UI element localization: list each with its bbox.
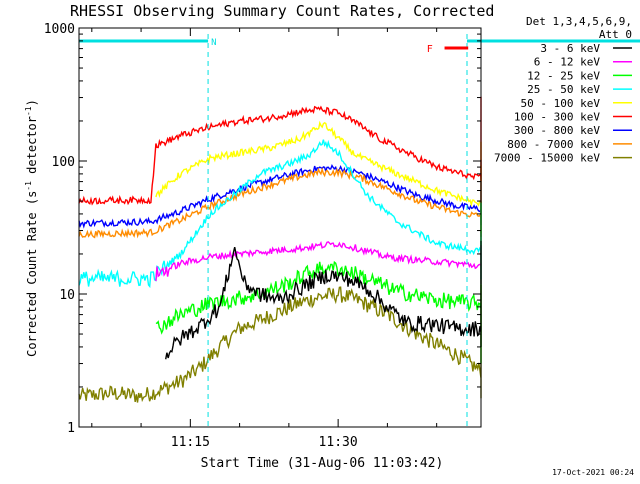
y-axis-label-middle: detector (25, 116, 39, 181)
axis-ticks: 11:15 11:30 1 10 100 1000 (44, 22, 481, 450)
annotation-layer: NF (79, 34, 640, 427)
legend-label-3-6-kev: 3 - 6 keV (540, 42, 600, 55)
x-axis-label: Start Time (31-Aug-06 11:03:42) (201, 456, 444, 471)
legend-label-300-800-kev: 300 - 800 keV (514, 124, 600, 137)
plot-frame (78, 27, 482, 428)
legend-label-25-50-kev: 25 - 50 keV (527, 83, 600, 96)
legend-label-7000-15000-kev: 7000 - 15000 keV (494, 152, 600, 165)
y-tick-label: 1000 (44, 22, 75, 37)
y-axis-label-exponent-2: -1 (24, 106, 33, 116)
night-bar-label: N (211, 38, 216, 48)
y-tick-label: 100 (52, 155, 75, 170)
legend-label-12-25-kev: 12 - 25 keV (527, 69, 600, 82)
x-tick-label: 11:15 (171, 435, 210, 450)
legend-label-100-300-kev: 100 - 300 keV (514, 111, 600, 124)
legend-label-50-100-kev: 50 - 100 keV (521, 97, 601, 110)
y-axis-label-end: ) (25, 99, 39, 106)
x-tick-label: 11:30 (319, 435, 358, 450)
flare-bar-label: F (427, 44, 433, 55)
legend-header-attenuator: Att 0 (599, 28, 632, 41)
y-tick-label: 1 (67, 421, 75, 436)
y-axis-label-exponent-1: -1 (24, 181, 33, 191)
y-axis-label-main: Corrected Count Rate (s (25, 191, 39, 357)
legend-label-800-7000-kev: 800 - 7000 keV (507, 138, 600, 151)
chart-title: RHESSI Observing Summary Count Rates, Co… (70, 2, 494, 20)
legend-header-detectors: Det 1,3,4,5,6,9, (526, 15, 632, 28)
footer-date: 17-Oct-2021 00:24 (552, 468, 634, 477)
y-tick-label: 10 (59, 288, 75, 303)
legend-label-6-12-kev: 6 - 12 keV (534, 56, 601, 69)
y-axis-label: Corrected Count Rate (s-1 detector-1) (24, 99, 39, 357)
